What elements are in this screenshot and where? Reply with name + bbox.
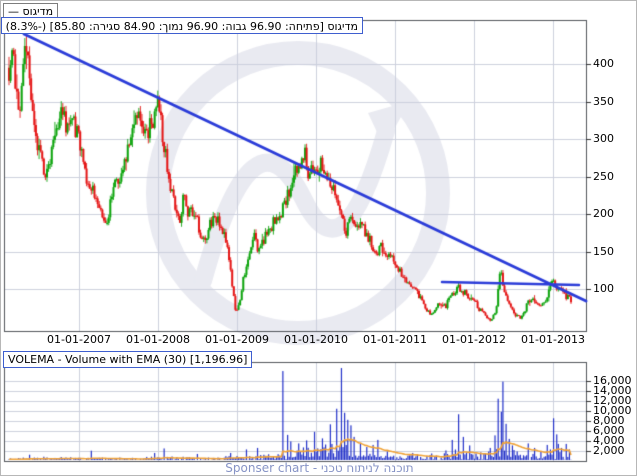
volume-axis-tick-label: 16,000 (593, 374, 632, 387)
volume-axis-tick-label: 12,000 (593, 394, 632, 407)
x-axis-date-label: 01-01-2012 (442, 333, 506, 346)
series-name: מדיגוס (22, 5, 54, 18)
volume-axis-tick-label: 8,000 (593, 414, 625, 427)
price-axis-tick-label: 200 (593, 207, 614, 220)
volume-indicator-header: VOLEMA - Volume with EMA (30) [1,196.96] (3, 351, 253, 368)
volume-axis-tick-label: 2,000 (593, 444, 625, 457)
volume-axis-tick-label: 4,000 (593, 434, 625, 447)
price-axis-tick-label: 400 (593, 57, 614, 70)
chart-credit-caption: Sponser chart - תוכנה לניתוח טכני (225, 461, 414, 475)
price-axis-tick-label: 300 (593, 132, 614, 145)
price-axis-tick-label: 100 (593, 282, 614, 295)
volume-axis-tick-label: 14,000 (593, 384, 632, 397)
x-axis-date-label: 01-01-2010 (284, 333, 348, 346)
ohlc-info-bar: מדיגוס [פתיחה: 96.90 גבוה: 96.90 נמוך: 8… (1, 17, 363, 34)
x-axis-date-label: 01-01-2008 (126, 333, 190, 346)
price-axis-tick-label: 250 (593, 170, 614, 183)
x-axis-date-label: 01-01-2013 (521, 333, 585, 346)
series-line-sample: — (8, 5, 19, 18)
volume-axis-tick-label: 6,000 (593, 424, 625, 437)
price-axis-tick-label: 150 (593, 245, 614, 258)
x-axis-date-label: 01-01-2009 (205, 333, 269, 346)
price-axis-tick-label: 350 (593, 95, 614, 108)
volume-axis-tick-label: 10,000 (593, 404, 632, 417)
x-axis-date-label: 01-01-2011 (363, 333, 427, 346)
x-axis-date-label: 01-01-2007 (47, 333, 111, 346)
